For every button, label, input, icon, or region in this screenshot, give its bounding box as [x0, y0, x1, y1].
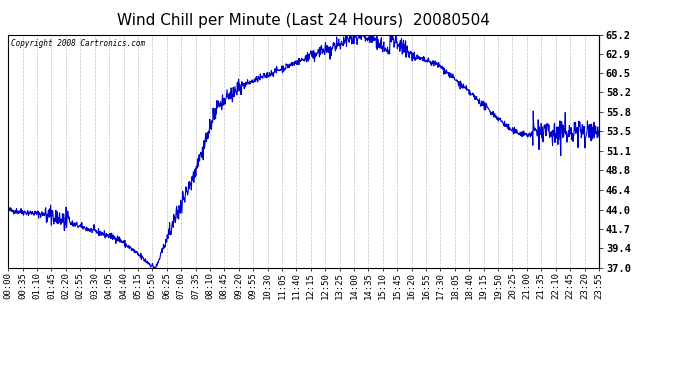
Text: Wind Chill per Minute (Last 24 Hours)  20080504: Wind Chill per Minute (Last 24 Hours) 20… [117, 13, 490, 28]
Text: Copyright 2008 Cartronics.com: Copyright 2008 Cartronics.com [11, 39, 146, 48]
